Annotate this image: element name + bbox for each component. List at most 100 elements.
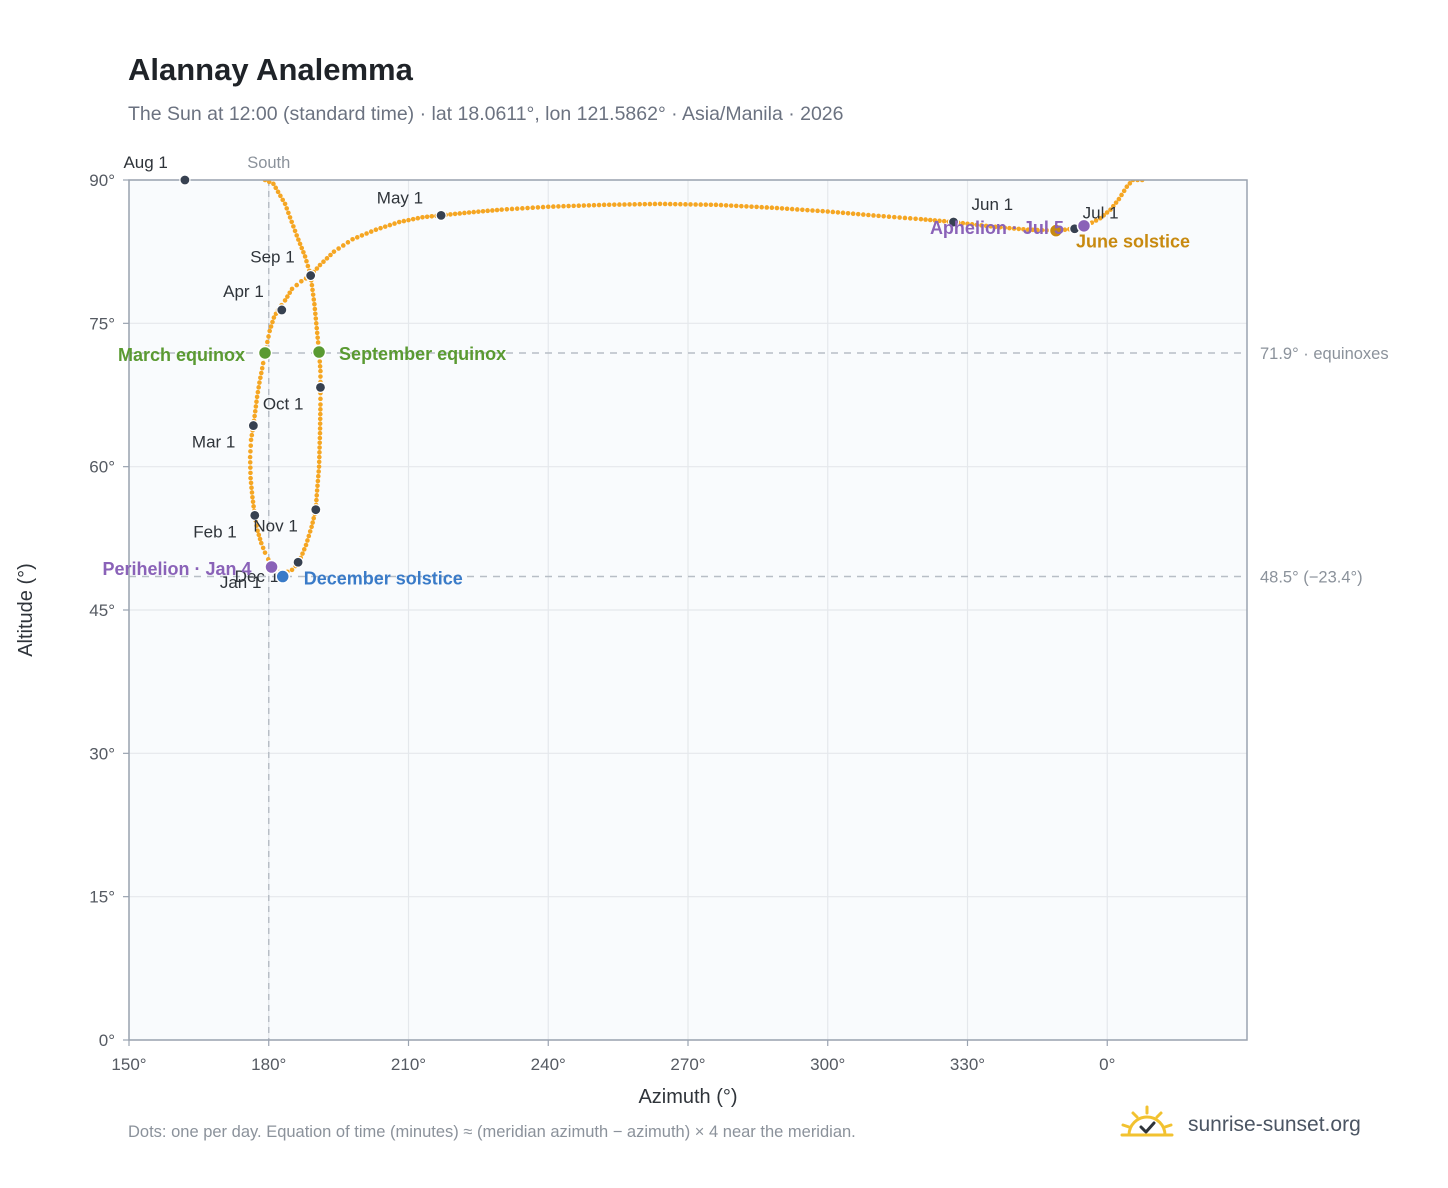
sun-dot — [657, 201, 663, 207]
sun-dot — [1016, 226, 1022, 232]
y-tick-label: 30° — [89, 744, 115, 763]
y-tick-label: 75° — [89, 314, 115, 333]
sun-dot — [251, 504, 256, 509]
sun-dot — [703, 202, 709, 207]
sun-dot — [840, 210, 846, 216]
sun-dot — [941, 218, 947, 224]
sun-dot — [310, 287, 315, 293]
sun-dot — [622, 202, 627, 207]
sun-dot — [317, 416, 323, 422]
event-marker-label: Aphelion · Jul 5 — [930, 218, 1064, 238]
reference-line-label: 71.9° · equinoxes — [1260, 345, 1389, 363]
sun-dot — [373, 227, 379, 232]
sun-dot — [248, 443, 254, 448]
sun-dot — [324, 256, 330, 261]
sun-dot — [315, 478, 321, 484]
event-marker-dot — [275, 569, 290, 584]
sun-dot — [617, 202, 622, 207]
sun-dot — [1104, 210, 1110, 215]
sun-dot — [317, 426, 323, 431]
sun-dot — [642, 201, 648, 207]
sun-dot — [265, 339, 270, 345]
x-tick-label: 270° — [670, 1055, 705, 1074]
sun-dot — [927, 217, 933, 223]
meridian-label: South — [247, 154, 290, 172]
y-tick-label: 15° — [89, 888, 115, 907]
sun-dot — [764, 205, 770, 210]
y-tick-label: 45° — [89, 601, 115, 620]
sun-dot — [318, 411, 323, 417]
sun-dot — [683, 202, 688, 207]
sun-dot — [396, 219, 402, 225]
sun-dot — [1124, 184, 1130, 189]
sun-dot — [965, 221, 970, 227]
month-marker-dot — [249, 509, 261, 522]
sun-dot — [314, 266, 320, 271]
sun-dot — [974, 222, 980, 228]
sun-dot — [317, 435, 323, 441]
sun-dot — [354, 235, 360, 240]
sun-dot — [314, 493, 320, 498]
x-tick-label: 180° — [251, 1055, 286, 1074]
sun-dot — [1108, 207, 1113, 212]
sun-dot — [937, 218, 942, 224]
sun-dot — [256, 385, 261, 390]
sun-dot — [256, 532, 262, 538]
sun-dot — [297, 241, 303, 247]
sun-dot — [566, 203, 571, 209]
x-tick-label: 210° — [391, 1055, 426, 1074]
sun-dot — [1007, 225, 1012, 231]
sun-dot — [300, 551, 305, 556]
sun-dot — [520, 206, 525, 211]
sun-dot — [299, 245, 305, 251]
sun-dot — [296, 237, 301, 242]
sun-dot — [315, 340, 321, 345]
sun-dot — [997, 225, 1003, 230]
sun-dot — [273, 185, 279, 191]
sun-dot — [850, 211, 856, 217]
sun-dot — [318, 374, 323, 379]
sun-dot — [810, 208, 815, 213]
brand-logo[interactable]: sunrise-sunset.org — [1120, 1102, 1361, 1148]
sun-dot — [378, 225, 383, 231]
sun-dot — [314, 325, 320, 331]
chart-title: Alannay Analemma — [128, 52, 413, 87]
sun-dot — [318, 407, 323, 412]
sun-dot — [462, 210, 467, 216]
sun-dot — [307, 529, 313, 534]
sun-dot — [312, 301, 317, 307]
sun-dot — [254, 399, 259, 404]
sun-dot — [891, 214, 897, 220]
sun-dot — [662, 201, 668, 207]
sun-dot — [918, 216, 924, 222]
sun-dot — [301, 249, 306, 255]
sun-dot — [596, 202, 602, 208]
sun-dot — [255, 389, 261, 395]
sun-dot — [480, 208, 486, 214]
sun-dot — [718, 202, 724, 208]
month-marker-label: Nov 1 — [253, 517, 297, 536]
sun-dot — [415, 215, 421, 221]
reference-lines: South 71.9° · equinoxes 48.5° (−23.4°) — [129, 154, 1389, 1040]
month-marker-label: Jan 1 — [220, 573, 262, 592]
sun-dot — [340, 243, 346, 248]
sun-dot — [969, 222, 975, 227]
sun-dot — [759, 204, 764, 210]
sun-dot — [248, 437, 254, 443]
sun-dot — [1101, 213, 1106, 218]
sun-dot — [448, 212, 453, 217]
sun-dot — [672, 201, 678, 207]
sun-dot — [271, 315, 277, 320]
sun-dot — [313, 316, 319, 321]
sun-dot — [309, 282, 315, 288]
sun-dot — [1127, 181, 1133, 186]
footnote: Dots: one per day. Equation of time (min… — [128, 1123, 856, 1141]
sun-dot — [311, 297, 317, 302]
event-marker-label: September equinox — [339, 344, 506, 364]
sun-dot — [466, 210, 472, 215]
sun-dot — [299, 278, 304, 284]
sun-dot — [317, 450, 322, 455]
sun-dot — [723, 203, 729, 208]
sun-dot — [317, 421, 323, 426]
month-marker-dot — [305, 269, 317, 282]
